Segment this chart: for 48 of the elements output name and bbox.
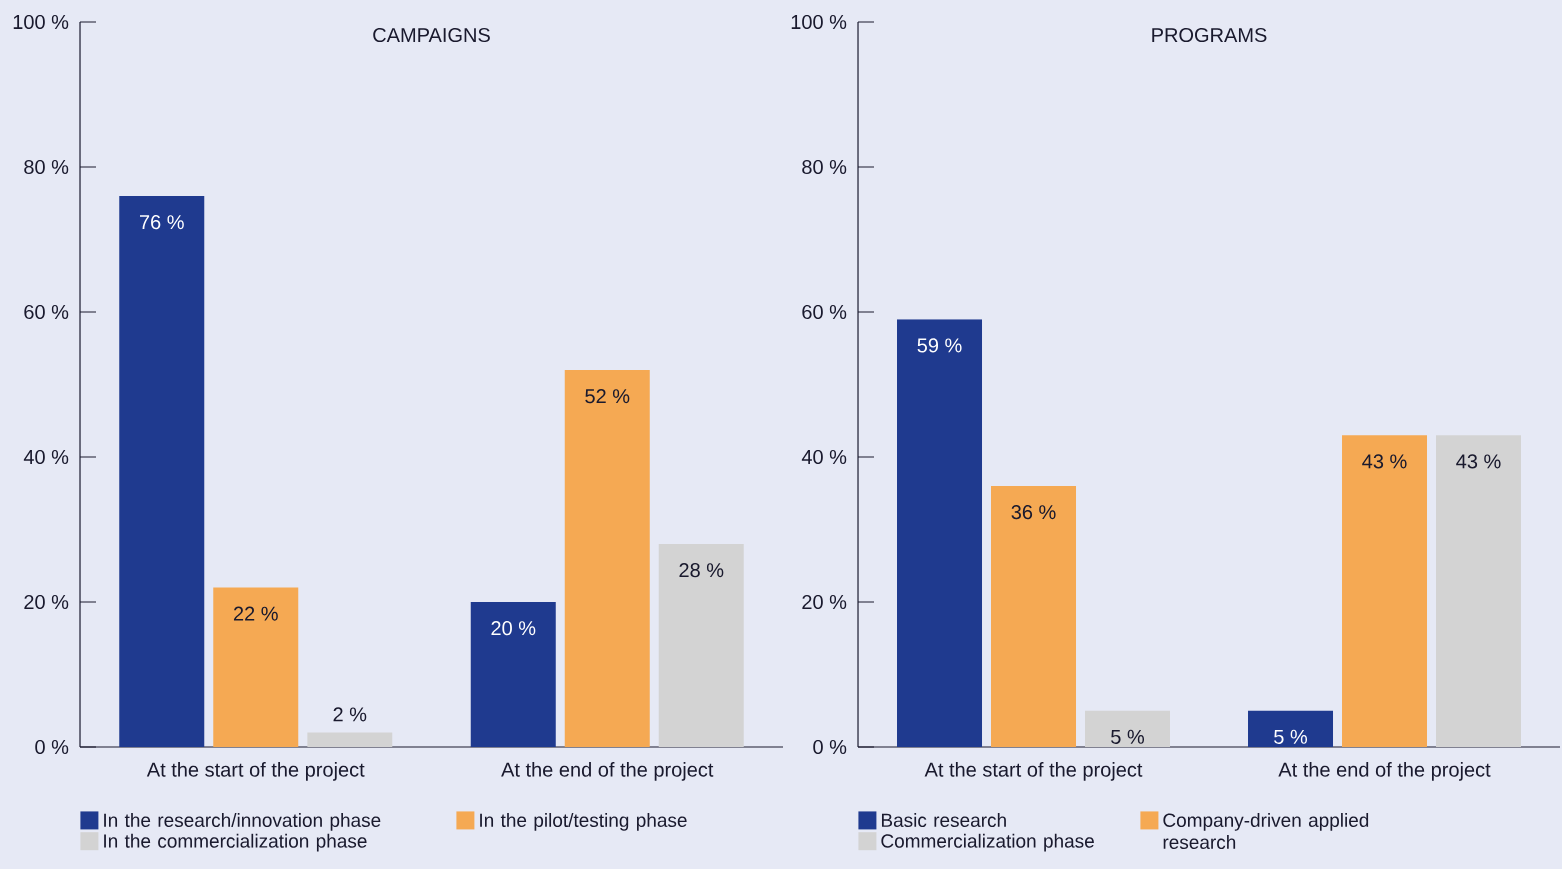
- legend-label: Company-driven applied research: [1163, 813, 1369, 849]
- x-tick-label: At the end of the project: [501, 762, 714, 781]
- data-label: 5 %: [1111, 729, 1145, 744]
- data-label: 20 %: [491, 621, 536, 636]
- data-label: 2 %: [333, 707, 367, 722]
- y-tick-label: 80 %: [24, 159, 69, 175]
- y-tick-label: 60 %: [802, 304, 847, 320]
- y-tick-label: 60 %: [24, 304, 69, 320]
- bar: [119, 196, 205, 747]
- bar: [1342, 435, 1428, 747]
- y-tick-label: 0 %: [35, 739, 69, 755]
- y-tick-label: 100 %: [791, 14, 847, 30]
- x-tick-label: At the start of the project: [924, 762, 1143, 781]
- x-tick-label: At the end of the project: [1278, 762, 1491, 781]
- bar: [307, 732, 393, 747]
- y-tick-label: 40 %: [23, 449, 69, 465]
- bar: [1436, 435, 1522, 747]
- y-tick-label: 0 %: [813, 739, 847, 755]
- y-tick-label: 20 %: [802, 594, 847, 610]
- bar: [991, 486, 1077, 747]
- bar: [658, 544, 744, 747]
- bar: [1248, 710, 1334, 747]
- y-tick-label: 20 %: [24, 594, 69, 610]
- bar: [564, 370, 650, 747]
- legend-label: Commercialization phase: [881, 833, 1094, 852]
- data-label: 22 %: [233, 606, 278, 621]
- y-tick-label: 80 %: [802, 159, 847, 175]
- data-label: 43 %: [1362, 454, 1407, 469]
- data-label: 76 %: [140, 215, 184, 230]
- data-label: 59 %: [917, 338, 962, 353]
- y-tick-label: 100 %: [13, 14, 69, 30]
- bar: [213, 587, 299, 747]
- chart-title: PROGRAMS: [1152, 27, 1267, 43]
- data-label: 5 %: [1274, 729, 1308, 744]
- y-tick-label: 40 %: [801, 449, 847, 465]
- legend-label: In the commercialization phase: [104, 833, 367, 852]
- bar: [1085, 710, 1171, 747]
- data-label: 28 %: [679, 563, 724, 578]
- bar: [897, 319, 983, 747]
- bar: [470, 601, 556, 747]
- legend-label: In the pilot/testing phase: [480, 813, 687, 831]
- x-tick-label: At the start of the project: [146, 762, 365, 781]
- data-label: 43 %: [1456, 454, 1501, 469]
- data-label: 52 %: [585, 389, 630, 404]
- chart-title: CAMPAIGNS: [373, 27, 490, 43]
- legend-label: In the research/innovation phase: [104, 813, 381, 831]
- legend-label: Basic research: [881, 813, 1006, 827]
- data-label: 36 %: [1011, 505, 1056, 520]
